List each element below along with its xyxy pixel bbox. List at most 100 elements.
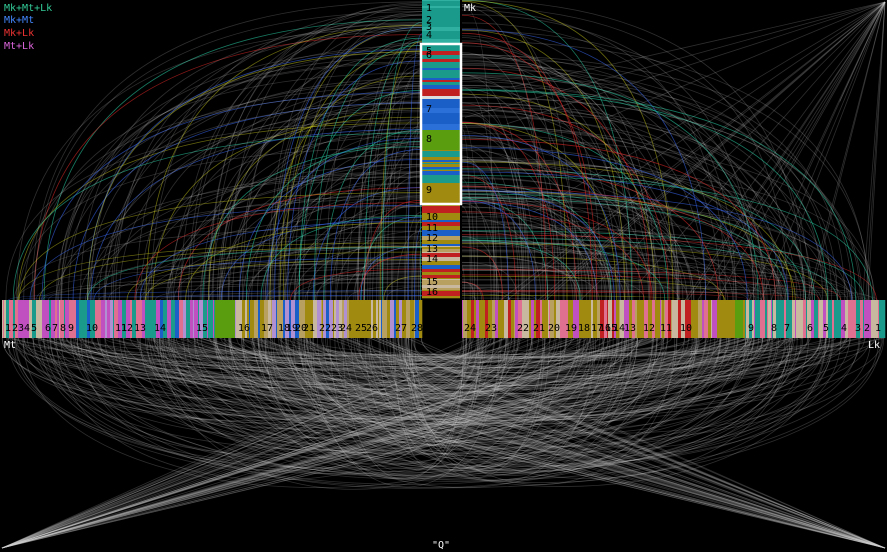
link [168, 337, 823, 435]
link [306, 337, 654, 450]
link [112, 337, 626, 419]
link [18, 337, 495, 378]
link [461, 255, 583, 301]
selection-box[interactable] [419, 42, 463, 206]
axis-segment [422, 162, 460, 164]
link [461, 159, 679, 301]
axis-segment [422, 68, 460, 71]
link [461, 202, 762, 301]
link [251, 157, 423, 301]
axis-segment [230, 300, 234, 338]
chromosome-label: 8 [771, 323, 777, 334]
link [461, 250, 750, 301]
link [156, 337, 510, 459]
link [239, 42, 423, 301]
axis-segment [638, 300, 641, 338]
link [8, 290, 423, 301]
link [461, 284, 878, 301]
axis-segment [422, 273, 460, 275]
link [162, 337, 545, 490]
link [265, 272, 423, 301]
axis-segment [214, 300, 216, 338]
link [278, 85, 423, 301]
axis-segment [352, 300, 357, 338]
axis-segment [419, 300, 423, 338]
axis-segment [554, 300, 557, 338]
link [461, 242, 859, 301]
link [143, 164, 423, 301]
link [461, 81, 766, 301]
axis-segment [384, 300, 386, 338]
link [112, 51, 423, 301]
link [407, 33, 423, 301]
axis-segment [551, 300, 555, 338]
axis-segment [264, 300, 269, 338]
link [82, 337, 793, 388]
axis-segment [250, 300, 255, 338]
axis-segment [852, 300, 857, 338]
axis-segment [704, 300, 709, 338]
axis-segment [695, 300, 699, 338]
link [461, 287, 511, 301]
link [306, 337, 846, 389]
axis-segment [309, 300, 314, 338]
chromosome-label: 16 [238, 323, 250, 334]
axis-segment [277, 300, 282, 338]
axis-segment [737, 300, 740, 338]
link [70, 337, 880, 481]
link [228, 127, 423, 301]
link [159, 337, 747, 425]
link [839, 1, 886, 102]
link [461, 132, 737, 301]
link [461, 294, 688, 301]
link [1, 337, 729, 549]
link [461, 61, 755, 301]
link [314, 271, 423, 301]
link [461, 219, 612, 301]
link [1, 337, 821, 424]
link [461, 249, 819, 301]
axis-segment [608, 300, 610, 338]
link [461, 125, 776, 301]
axis-segment [619, 300, 621, 338]
link [461, 269, 784, 301]
axis-segment [511, 300, 515, 338]
axis-segment [523, 300, 527, 338]
link [146, 246, 423, 301]
axis-segment [145, 300, 147, 338]
axis-segment [629, 300, 633, 338]
link [500, 1, 886, 301]
link [461, 278, 749, 301]
link [281, 337, 886, 549]
axis-segment [660, 300, 662, 338]
chromosome-label: 19 [565, 323, 577, 334]
link [461, 4, 576, 301]
axis-segment [422, 1, 460, 4]
link [461, 190, 688, 301]
link [285, 337, 810, 467]
axis-segment [422, 58, 460, 60]
link [54, 337, 588, 405]
axis-segment [746, 300, 750, 338]
chromosome-label: 3 [855, 323, 861, 334]
axis-segment [830, 300, 832, 338]
axis-segment [568, 300, 573, 338]
link [152, 116, 423, 301]
link [1, 337, 636, 549]
link [407, 119, 423, 301]
chromosome-label: 1 [875, 323, 881, 334]
axis-segment [25, 300, 30, 338]
axis-segment [716, 300, 718, 338]
link [461, 45, 640, 301]
link [178, 153, 423, 301]
link [285, 143, 423, 301]
link [283, 220, 423, 301]
link [147, 337, 809, 395]
axis-segment [32, 300, 35, 338]
link [292, 337, 509, 449]
axis-segment [334, 300, 337, 338]
link [461, 116, 798, 301]
axis-segment [648, 300, 653, 338]
link [461, 74, 853, 301]
link [406, 337, 595, 482]
